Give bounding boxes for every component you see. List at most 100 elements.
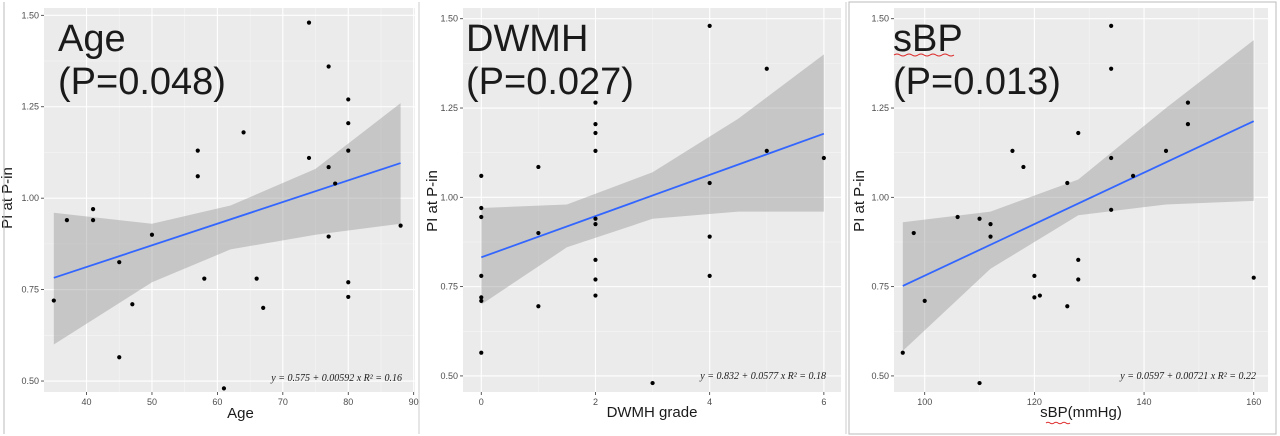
regression-equation: y = 0.575 + 0.00592 x R² = 0.16 (270, 373, 402, 384)
y-tick-label: 1.50 (21, 10, 39, 20)
y-tick-label: 0.50 (440, 371, 458, 381)
x-tick-label: 50 (147, 397, 157, 407)
data-point (149, 232, 155, 237)
y-tick-label: 1.25 (21, 102, 39, 112)
data-point (326, 234, 331, 239)
spellcheck-underline (893, 53, 955, 57)
panel-border (848, 1, 1277, 435)
data-point (707, 234, 712, 239)
data-point (593, 121, 598, 127)
x-tick-label: 160 (1246, 397, 1261, 407)
regression-equation: y = 0.832 + 0.0577 x R² = 0.18 (699, 371, 826, 382)
data-point (707, 23, 712, 28)
data-point (593, 216, 598, 221)
x-axis-label: DWMH grade (607, 404, 698, 421)
data-point (1065, 304, 1070, 309)
confidence-band (53, 103, 401, 345)
data-point (195, 148, 200, 153)
y-tick-label: 1.50 (440, 14, 458, 24)
data-point (707, 180, 712, 186)
data-point (1032, 273, 1037, 279)
data-point (900, 350, 905, 355)
data-point (1076, 130, 1081, 136)
data-point (254, 276, 259, 281)
confidence-band (481, 54, 824, 305)
data-point (707, 273, 712, 279)
x-tick-label: 100 (917, 397, 932, 407)
data-point (988, 222, 993, 227)
data-point (346, 121, 351, 126)
panel-p-value: (P=0.048) (58, 61, 226, 103)
y-tick-label: 0.75 (871, 282, 889, 292)
data-point (821, 155, 826, 161)
data-point (593, 222, 598, 227)
panel-title: Age (58, 18, 126, 60)
panel-1: 0.50 0.75 1.00 1.25 1.50 40 50 60 70 80 90 Age PI at… (0, 2, 420, 434)
data-point (911, 230, 916, 236)
data-point (977, 216, 982, 221)
data-point (333, 181, 338, 186)
data-point (1130, 173, 1136, 178)
data-point (977, 380, 982, 386)
data-point (479, 173, 484, 178)
x-tick-label: 80 (343, 397, 353, 407)
x-tick-label: 90 (409, 397, 419, 407)
x-axis-label: Age (227, 405, 254, 422)
y-tick-label: 1.00 (21, 193, 39, 203)
x-tick-label: 120 (1027, 397, 1042, 407)
data-point (1109, 66, 1114, 71)
data-point (398, 223, 403, 228)
data-point (1065, 180, 1070, 186)
y-axis-label: PI at P-in (851, 170, 868, 232)
x-tick-label: 4 (707, 397, 712, 407)
data-point (479, 273, 484, 279)
data-point (241, 130, 246, 135)
data-point (1185, 121, 1191, 127)
y-tick-label: 1.00 (871, 192, 889, 202)
data-point (195, 174, 200, 179)
data-point (593, 130, 598, 136)
data-point (346, 294, 351, 300)
y-axis-label: PI at P-in (424, 170, 441, 232)
x-tick-label: 6 (821, 397, 826, 407)
regression-line (902, 120, 1255, 287)
data-point (90, 207, 96, 212)
data-point (306, 155, 312, 161)
data-point (764, 148, 769, 153)
x-tick-label: 2 (593, 397, 598, 407)
data-point (1185, 100, 1191, 105)
plot-background (44, 8, 415, 392)
data-point (593, 257, 598, 262)
data-point (1251, 275, 1256, 280)
x-tick-label: 70 (278, 397, 288, 407)
data-point (221, 386, 227, 391)
y-tick-label: 1.00 (440, 192, 458, 202)
y-tick-label: 0.75 (440, 282, 458, 292)
data-point (202, 276, 207, 281)
panel-3: 0.50 0.75 1.00 1.25 1.50 100 120 140 160 sBP(mmHg… (848, 1, 1277, 435)
data-point (1021, 164, 1026, 170)
y-tick-label: 0.50 (871, 371, 889, 381)
data-point (90, 218, 96, 223)
data-point (593, 293, 598, 298)
data-point (346, 280, 351, 285)
data-point (479, 205, 484, 211)
data-point (922, 298, 927, 304)
data-point (1032, 295, 1037, 300)
regression-line (53, 162, 401, 279)
regression-line (480, 132, 825, 259)
y-axis-label: PI at P-in (0, 167, 16, 229)
data-point (1010, 148, 1015, 153)
data-point (479, 214, 484, 220)
data-point (51, 298, 56, 303)
data-point (346, 97, 351, 102)
plot-background (894, 8, 1268, 392)
data-point (1076, 257, 1081, 262)
data-point (479, 295, 484, 300)
y-tick-label: 1.50 (871, 14, 889, 24)
data-point (117, 260, 122, 265)
data-point (1037, 293, 1042, 298)
data-point (64, 218, 70, 223)
panel-2: 0.50 0.75 1.00 1.25 1.50 0 2 4 6 DWMH grade PI at … (424, 2, 847, 434)
